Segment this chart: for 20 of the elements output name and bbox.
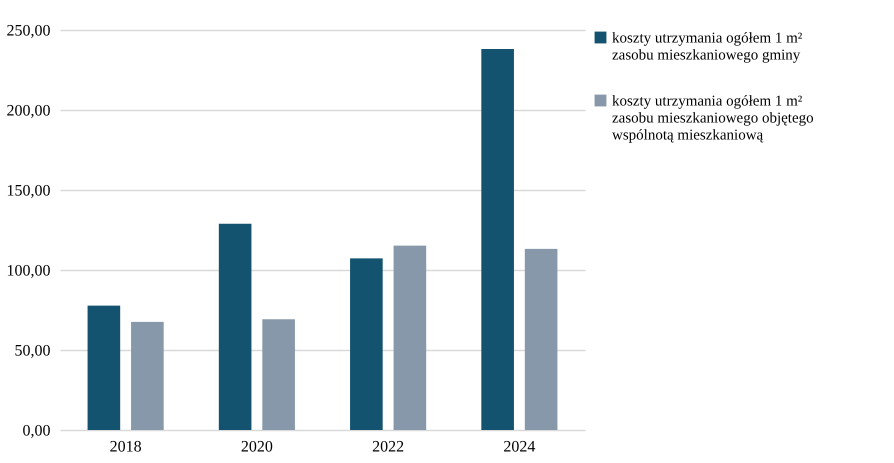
y-tick-label: 0,00 [22, 422, 50, 440]
y-tick-label: 50,00 [14, 342, 50, 360]
bar [350, 258, 383, 430]
x-tick-label: 2020 [240, 438, 273, 456]
y-tick-label: 100,00 [6, 262, 50, 280]
x-tick-label: 2018 [110, 438, 142, 456]
bar [394, 246, 426, 430]
x-tick-label: 2024 [503, 438, 536, 456]
bar [218, 224, 252, 430]
bar [88, 306, 120, 430]
x-tick-label: 2022 [372, 438, 404, 456]
y-tick-label: 250,00 [6, 22, 50, 40]
bar [262, 319, 295, 430]
legend-label: koszty utrzymania ogółem 1 m² zasobu mieszkaniowego objętego wspólnotą mieszkaniową [612, 94, 814, 144]
y-tick-label: 200,00 [6, 102, 50, 120]
bar [481, 49, 514, 430]
bar [524, 248, 558, 430]
legend-label: koszty utrzymania ogółem 1 m² zasobu mieszkaniowego gminy [612, 30, 803, 64]
y-tick-label: 150,00 [6, 182, 50, 200]
bar [131, 322, 164, 430]
